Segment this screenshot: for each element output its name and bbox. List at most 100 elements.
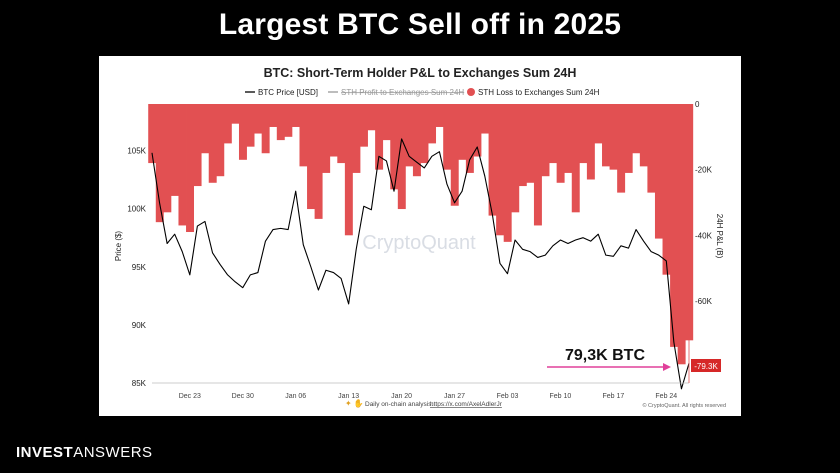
- legend-price-label[interactable]: BTC Price [USD]: [258, 88, 318, 97]
- loss-bar: [428, 104, 437, 144]
- y-tick-left: 95K: [132, 263, 147, 272]
- loss-bar: [579, 104, 588, 164]
- loss-bar: [322, 104, 331, 173]
- loss-bar: [526, 104, 535, 183]
- legend-loss-label[interactable]: STH Loss to Exchanges Sum 24H: [478, 88, 600, 97]
- loss-bar: [314, 104, 323, 219]
- legend: BTC Price [USD] STH Profit to Exchanges …: [245, 88, 600, 97]
- x-tick: Jan 13: [338, 393, 359, 400]
- loss-bar: [216, 104, 225, 177]
- loss-bar: [337, 104, 346, 164]
- loss-bar: [155, 104, 164, 223]
- loss-bar: [511, 104, 520, 213]
- loss-bar: [617, 104, 626, 193]
- loss-bar: [412, 104, 421, 177]
- loss-bar: [549, 104, 558, 164]
- slide-title: Largest BTC Sell off in 2025: [218, 8, 622, 41]
- loss-bar: [465, 104, 474, 173]
- loss-bar: [405, 104, 414, 167]
- loss-bar: [246, 104, 255, 147]
- loss-bar: [344, 104, 353, 236]
- loss-bar: [541, 104, 550, 177]
- y-tick-right: 0: [695, 100, 700, 109]
- price-line: [151, 138, 690, 390]
- copyright: © CryptoQuant. All rights reserved: [642, 402, 726, 409]
- loss-bar: [163, 104, 172, 213]
- loss-bar: [201, 104, 210, 154]
- loss-bar: [564, 104, 573, 173]
- loss-bar: [458, 104, 467, 160]
- y-tick-left: 85K: [132, 379, 147, 388]
- loss-bar: [193, 104, 202, 187]
- loss-bar: [450, 104, 459, 206]
- loss-bar: [299, 104, 308, 167]
- loss-bar: [238, 104, 247, 160]
- loss-bar: [276, 104, 285, 141]
- loss-bar: [496, 104, 505, 236]
- loss-bar: [677, 104, 686, 365]
- y-axis-right-label: 24H P&L (B): [715, 214, 724, 259]
- loss-bar: [639, 104, 648, 167]
- loss-bar: [670, 104, 679, 347]
- loss-bar: [473, 104, 482, 157]
- loss-bar: [223, 104, 232, 144]
- y-tick-right: -40K: [695, 231, 713, 240]
- price-line-layer: [151, 138, 690, 390]
- loss-bar: [602, 104, 610, 167]
- chart-title: BTC: Short-Term Holder P&L to Exchanges …: [264, 66, 577, 80]
- loss-bar: [291, 104, 300, 127]
- loss-bar: [533, 104, 542, 226]
- loss-bar: [443, 104, 452, 170]
- watermark: CryptoQuant: [362, 232, 476, 254]
- loss-bar: [503, 104, 512, 242]
- chart: BTC: Short-Term Holder P&L to Exchanges …: [114, 66, 726, 409]
- value-badge-text: -79.3K: [694, 362, 718, 371]
- callout-arrow-head: [663, 363, 671, 371]
- brand-bold: INVEST: [16, 444, 74, 461]
- loss-bar: [367, 104, 376, 131]
- loss-bar: [518, 104, 527, 187]
- y-tick-left: 90K: [132, 321, 147, 330]
- loss-bar: [284, 104, 293, 137]
- loss-bar: [352, 104, 361, 173]
- brand-logo: INVESTANSWERS: [16, 444, 153, 461]
- x-tick: Feb 24: [655, 393, 677, 400]
- y-tick-right: -20K: [695, 166, 713, 175]
- footer-note: Daily on-chain analysis:: [365, 401, 433, 408]
- footer-link[interactable]: https://x.com/AxelAdlerJr: [430, 401, 503, 408]
- y-tick-left: 105K: [127, 147, 146, 156]
- loss-bar: [359, 104, 368, 147]
- loss-bar: [390, 104, 399, 190]
- legend-profit-label[interactable]: STH Profit to Exchanges Sum 24H: [341, 88, 464, 97]
- loss-bar: [254, 104, 263, 134]
- footer-icons: ✦ ✋: [345, 398, 364, 408]
- axes: 105K 100K 95K 90K 85K 0 -20K -40K -60K Dec 23 Dec …: [127, 100, 712, 400]
- loss-bar: [231, 104, 240, 124]
- callout-label: 79,3K BTC: [565, 347, 645, 364]
- x-tick: Dec 30: [232, 393, 254, 400]
- loss-bar: [178, 104, 187, 226]
- loss-bar: [609, 104, 618, 170]
- value-badge: [691, 359, 721, 372]
- loss-bar: [586, 104, 595, 180]
- loss-bar: [662, 104, 671, 275]
- loss-bar: [647, 104, 656, 193]
- loss-bar: [624, 104, 633, 173]
- loss-bar: [208, 104, 217, 183]
- loss-bar: [261, 104, 270, 154]
- y-tick-right: -60K: [695, 297, 713, 306]
- loss-bar: [375, 104, 384, 170]
- chart-card: BTC: Short-Term Holder P&L to Exchanges …: [99, 56, 741, 416]
- loss-bar: [382, 104, 391, 141]
- y-tick-left: 100K: [127, 205, 146, 214]
- loss-bar: [170, 104, 179, 196]
- loss-bar: [397, 104, 406, 210]
- x-tick: Jan 20: [391, 393, 412, 400]
- loss-bar: [420, 104, 429, 164]
- x-tick: Jan 27: [444, 393, 465, 400]
- loss-bar: [571, 104, 580, 213]
- loss-area-layer: [148, 104, 694, 365]
- x-tick: Feb 10: [550, 393, 572, 400]
- loss-bar: [269, 104, 278, 127]
- loss-bar: [307, 104, 316, 210]
